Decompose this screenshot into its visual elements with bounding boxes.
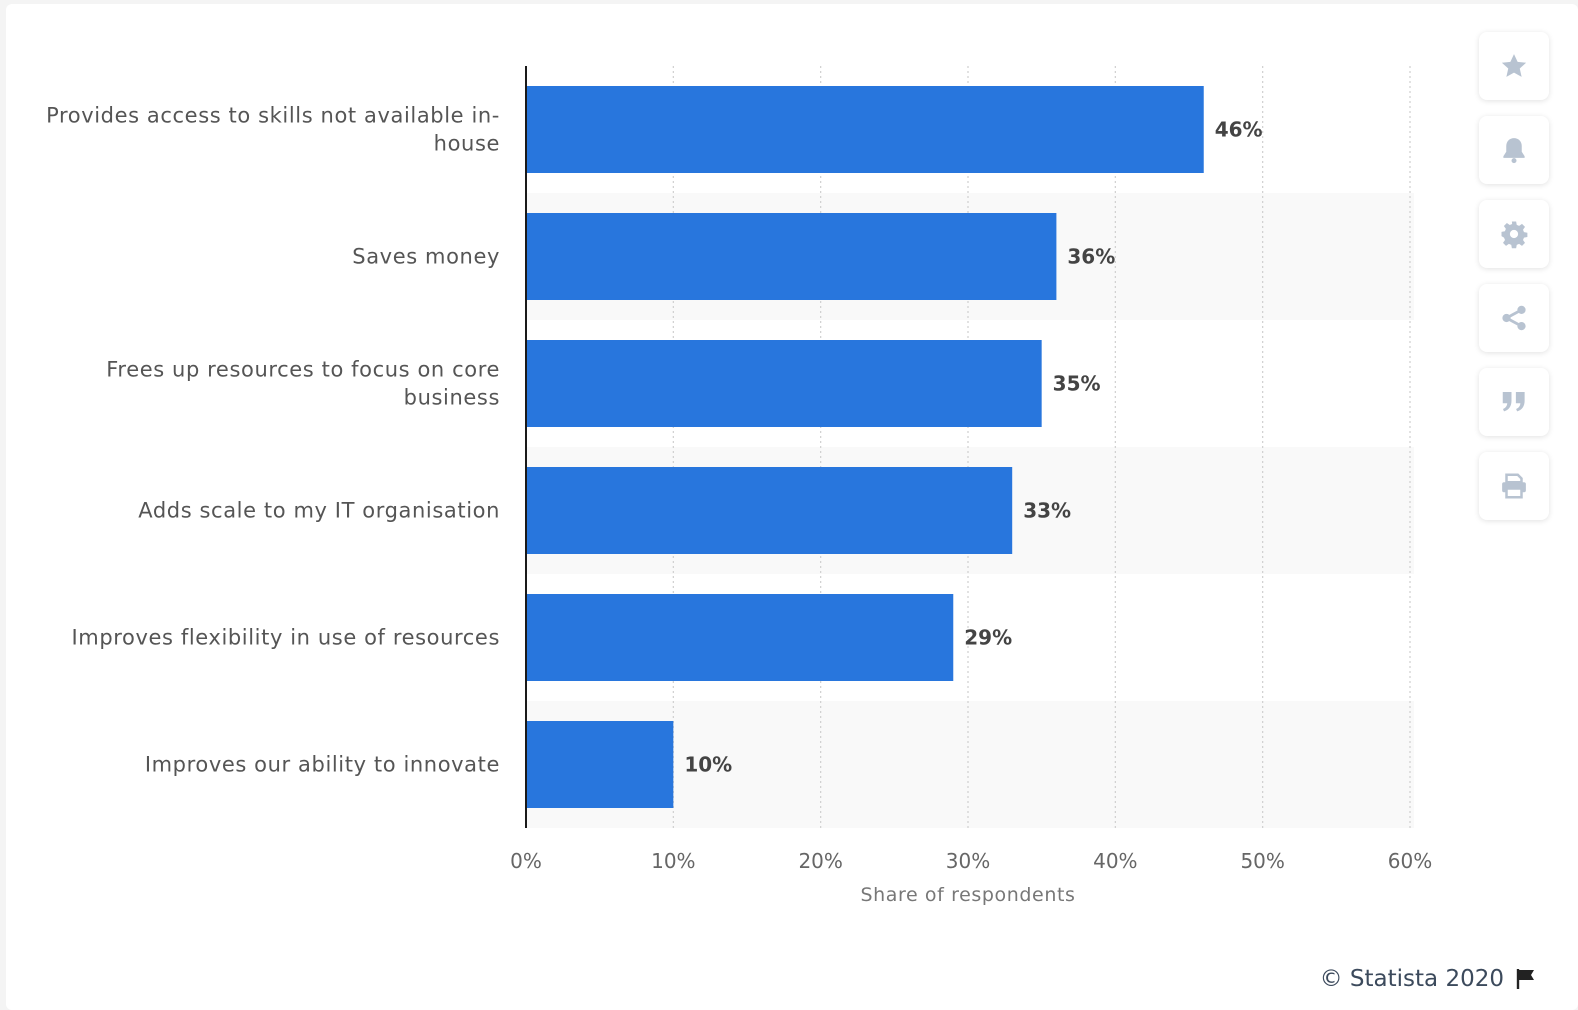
cite-button[interactable] — [1479, 368, 1549, 436]
x-tick-label: 10% — [651, 849, 695, 873]
share-icon — [1502, 305, 1526, 331]
x-tick-label: 20% — [798, 849, 842, 873]
chart-card: 46% Provides access to skills not availab… — [6, 4, 1578, 1010]
category-label: business — [404, 386, 500, 410]
x-tick-label: 0% — [510, 849, 542, 873]
category-label: Saves money — [352, 245, 500, 269]
bar — [526, 213, 1057, 300]
bar-chart: 46% Provides access to skills not availab… — [46, 66, 1432, 906]
notification-button[interactable] — [1479, 116, 1549, 184]
category-label: Frees up resources to focus on core — [106, 358, 500, 382]
flag-icon[interactable] — [1514, 967, 1538, 991]
share-button[interactable] — [1479, 284, 1549, 352]
x-tick-label: 50% — [1240, 849, 1284, 873]
value-label: 29% — [964, 626, 1012, 650]
bar — [526, 340, 1042, 427]
printer-icon — [1502, 473, 1526, 499]
print-button[interactable] — [1479, 452, 1549, 520]
value-label: 10% — [684, 753, 732, 777]
x-tick-label: 60% — [1388, 849, 1432, 873]
copyright-credit: © Statista 2020 — [1320, 966, 1538, 992]
x-axis-title: Share of respondents — [860, 884, 1075, 906]
x-tick-label: 40% — [1093, 849, 1137, 873]
category-label: Adds scale to my IT organisation — [138, 499, 500, 523]
bar — [526, 467, 1013, 554]
copyright-text: © Statista 2020 — [1319, 966, 1504, 992]
value-label: 46% — [1215, 118, 1263, 142]
bar — [526, 86, 1204, 173]
x-tick-label: 30% — [946, 849, 990, 873]
category-label: house — [434, 132, 500, 156]
bar — [526, 721, 674, 808]
value-label: 35% — [1053, 372, 1101, 396]
gear-icon — [1501, 221, 1528, 249]
settings-button[interactable] — [1479, 200, 1549, 268]
row-band — [526, 701, 1414, 828]
star-icon — [1501, 54, 1527, 77]
bell-icon — [1503, 138, 1525, 164]
quote-icon — [1502, 392, 1525, 412]
bar — [526, 594, 954, 681]
category-label: Improves flexibility in use of resources — [71, 626, 500, 650]
category-label: Improves our ability to innovate — [145, 753, 500, 777]
favorite-button[interactable] — [1479, 32, 1549, 100]
value-label: 33% — [1023, 499, 1071, 523]
category-label: Provides access to skills not available … — [46, 104, 500, 128]
value-label: 36% — [1067, 245, 1115, 269]
